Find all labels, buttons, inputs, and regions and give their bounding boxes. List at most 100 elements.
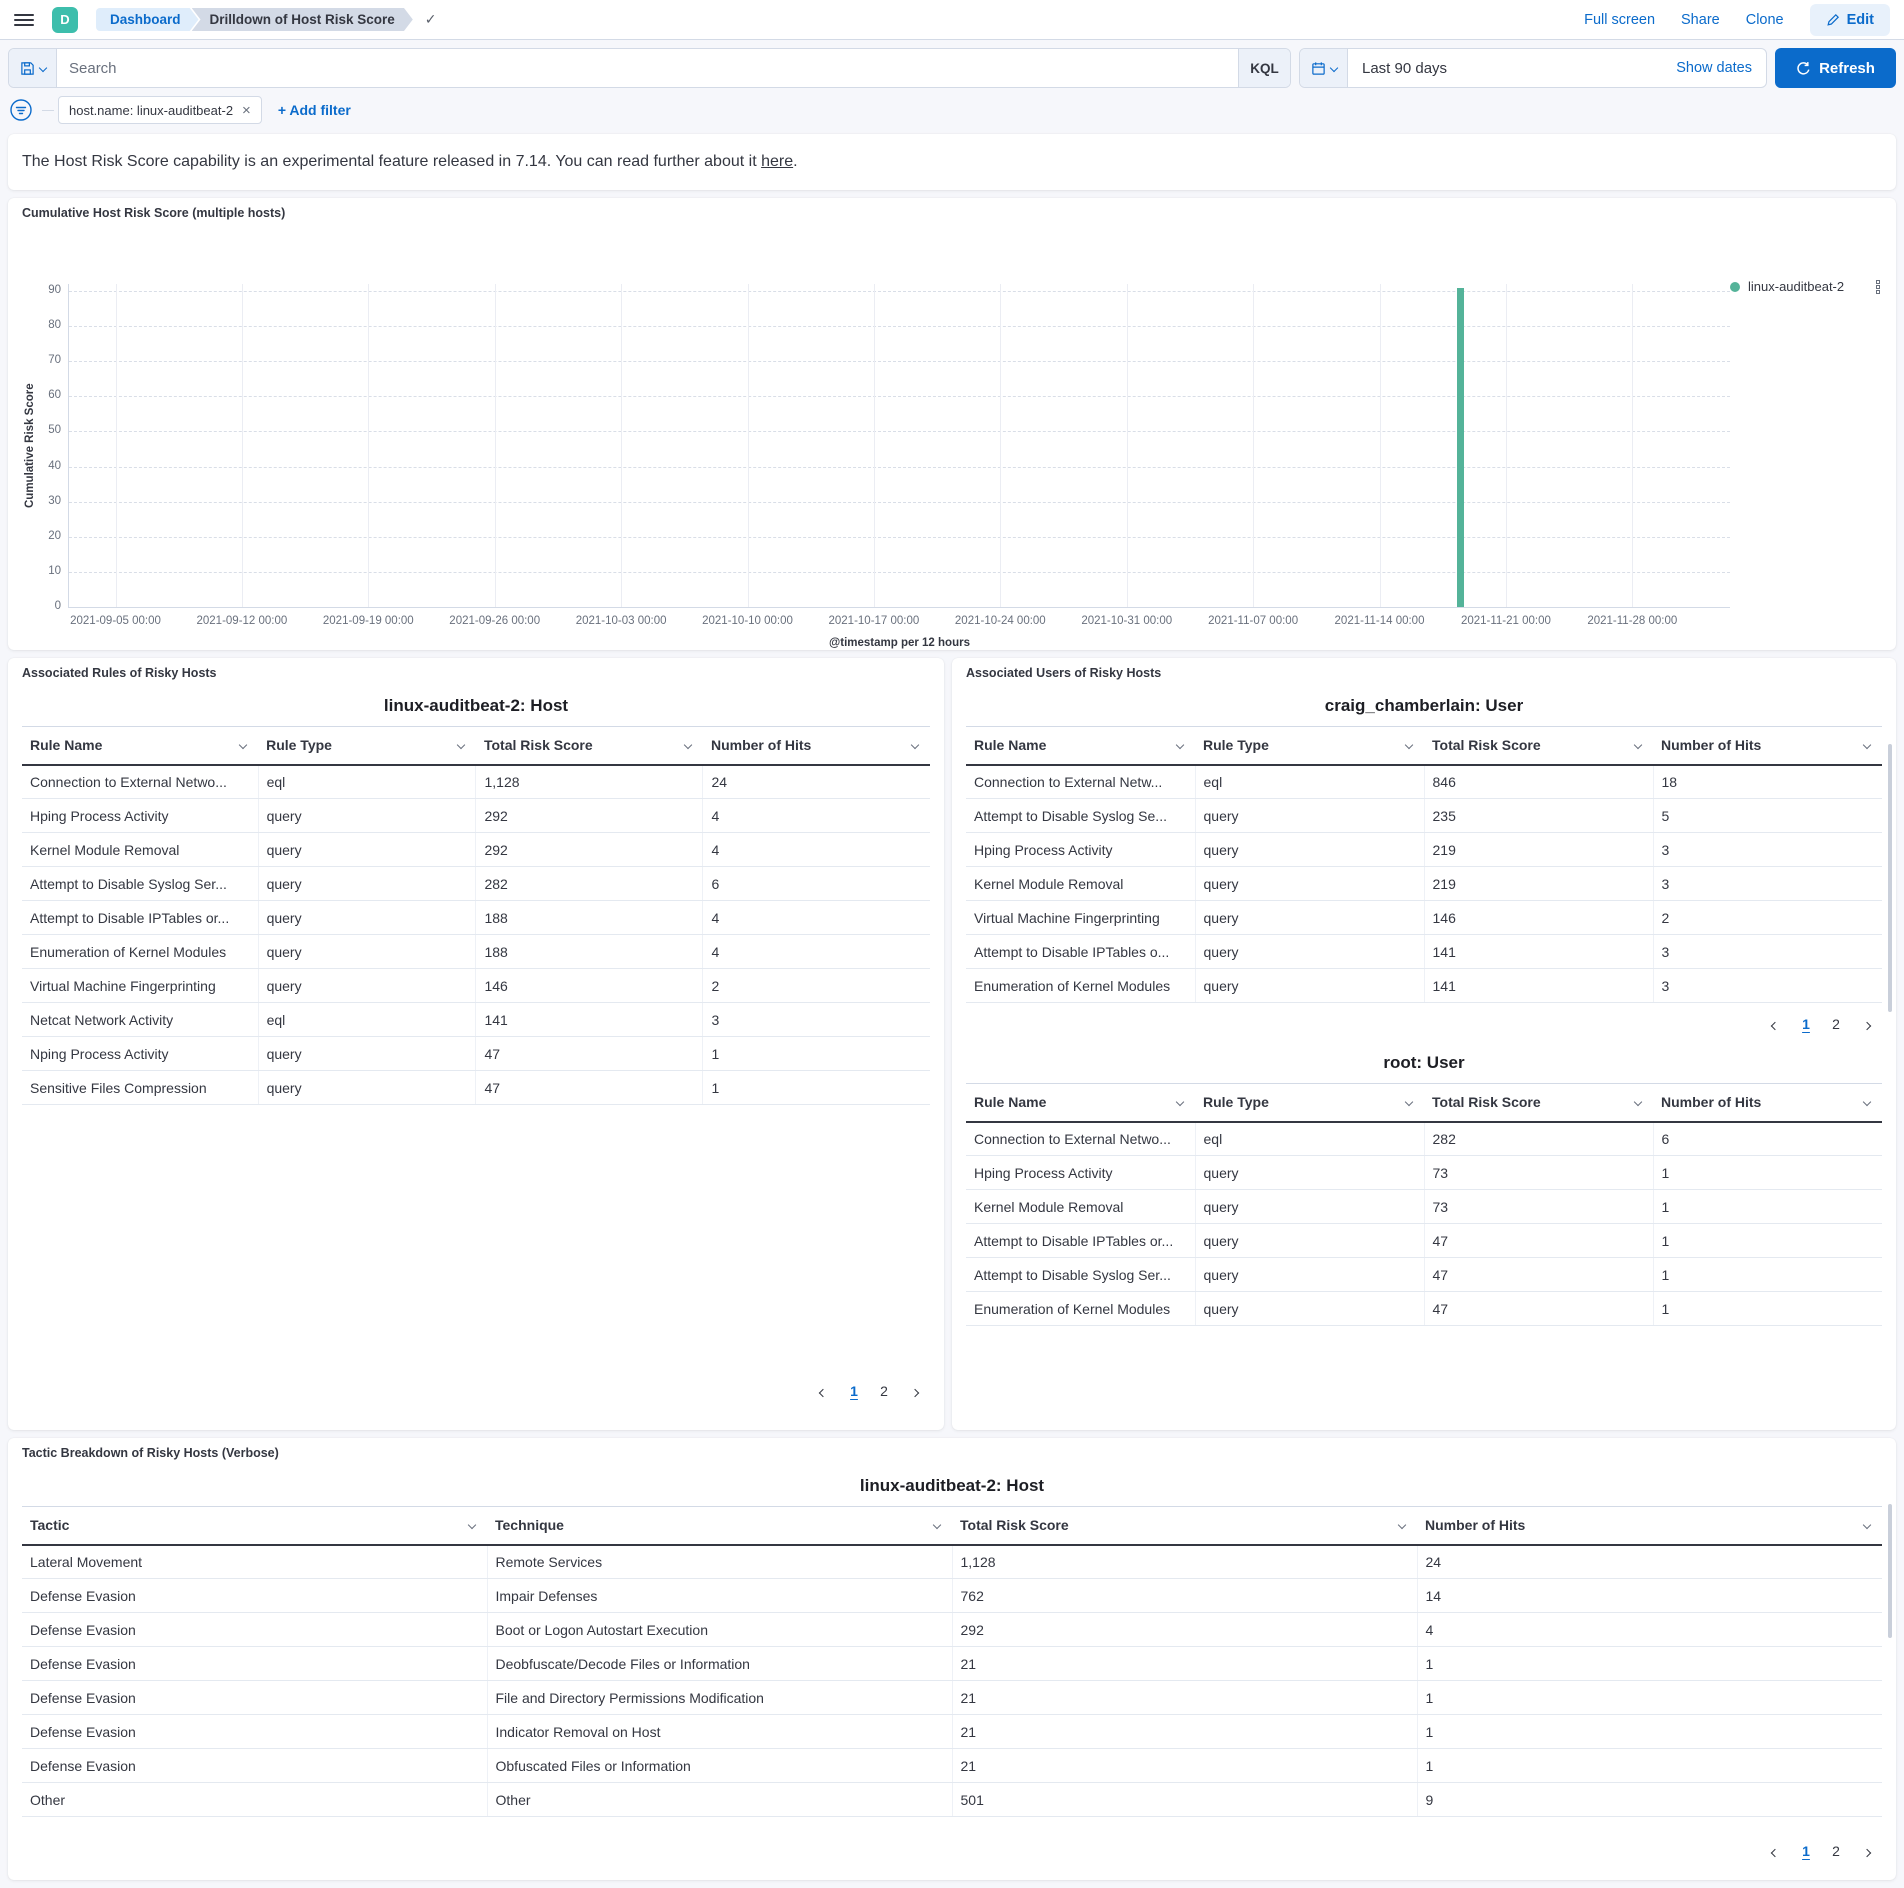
scrollbar[interactable] bbox=[1888, 744, 1892, 1012]
page-button-1[interactable]: 1 bbox=[842, 1378, 866, 1404]
next-page-button[interactable] bbox=[1854, 1011, 1880, 1037]
column-header-total-risk-score[interactable]: Total Risk Score bbox=[952, 1506, 1417, 1546]
table-cell-rule-name: Kernel Module Removal bbox=[966, 866, 1196, 901]
y-axis-tick-label: 80 bbox=[48, 319, 61, 332]
add-filter-button[interactable]: + Add filter bbox=[277, 102, 351, 118]
here-link[interactable]: here bbox=[761, 153, 794, 170]
chevron-down-icon bbox=[1862, 741, 1872, 750]
x-axis-tick-label: 2021-10-24 00:00 bbox=[954, 615, 1046, 627]
full-screen-link[interactable]: Full screen bbox=[1584, 11, 1656, 28]
saved-query-menu-button[interactable] bbox=[9, 49, 57, 87]
next-page-button[interactable] bbox=[1854, 1838, 1880, 1864]
column-header-label: Number of Hits bbox=[1661, 737, 1762, 754]
column-header-rule-type[interactable]: Rule Type bbox=[1195, 1083, 1424, 1123]
chevron-down-icon bbox=[910, 741, 920, 750]
table-cell-technique: Other bbox=[487, 1782, 953, 1817]
space-avatar[interactable]: D bbox=[52, 6, 78, 33]
vertical-gridline bbox=[873, 284, 875, 607]
search-input[interactable] bbox=[57, 49, 1238, 87]
filter-connector bbox=[42, 109, 54, 111]
column-header-technique[interactable]: Technique bbox=[487, 1506, 952, 1546]
date-picker-menu-button[interactable] bbox=[1300, 49, 1348, 87]
horizontal-gridline bbox=[69, 361, 1730, 363]
refresh-button[interactable]: Refresh bbox=[1775, 48, 1896, 88]
chevron-down-icon bbox=[1175, 741, 1185, 750]
table-cell-number-of-hits: 1 bbox=[1417, 1714, 1882, 1749]
column-header-label: Number of Hits bbox=[1661, 1094, 1762, 1111]
column-header-number-of-hits[interactable]: Number of Hits bbox=[1417, 1506, 1882, 1546]
vertical-gridline bbox=[241, 284, 243, 607]
filter-icon[interactable] bbox=[8, 97, 34, 123]
legend-actions-icon[interactable] bbox=[1874, 278, 1882, 296]
x-axis-tick-label: 2021-11-21 00:00 bbox=[1460, 615, 1551, 627]
table-cell-tactic: Defense Evasion bbox=[22, 1646, 488, 1681]
page-button-2[interactable]: 2 bbox=[1824, 1838, 1848, 1864]
page-button-2[interactable]: 2 bbox=[872, 1378, 896, 1404]
edit-button[interactable]: Edit bbox=[1809, 3, 1890, 36]
previous-page-button[interactable] bbox=[1762, 1838, 1788, 1864]
scrollbar[interactable] bbox=[1888, 1504, 1892, 1638]
table-cell-tactic: Lateral Movement bbox=[22, 1544, 488, 1579]
column-header-rule-type[interactable]: Rule Type bbox=[258, 726, 476, 766]
data-table: Rule Name Rule Type Total Risk Score Number… bbox=[966, 1083, 1882, 1326]
column-header-number-of-hits[interactable]: Number of Hits bbox=[702, 726, 930, 766]
kql-toggle[interactable]: KQL bbox=[1238, 49, 1290, 87]
table-cell-rule-type: query bbox=[1195, 866, 1425, 901]
chart-bar-linux-auditbeat-2[interactable] bbox=[1457, 287, 1465, 607]
vertical-gridline bbox=[115, 284, 117, 607]
table-cell-rule-name: Attempt to Disable Syslog Ser... bbox=[966, 1257, 1196, 1292]
remove-filter-icon[interactable]: × bbox=[242, 101, 251, 119]
clone-link[interactable]: Clone bbox=[1745, 11, 1784, 28]
table-cell-number-of-hits: 3 bbox=[1653, 934, 1882, 969]
column-header-label: Rule Type bbox=[1203, 1094, 1269, 1111]
table-title: root: User bbox=[1383, 1053, 1465, 1072]
chevron-down-icon bbox=[1862, 1521, 1872, 1530]
page-button-1[interactable]: 1 bbox=[1794, 1838, 1818, 1864]
column-header-total-risk-score[interactable]: Total Risk Score bbox=[1424, 726, 1653, 766]
chevron-down-icon bbox=[1404, 1098, 1414, 1107]
column-header-label: Total Risk Score bbox=[1432, 737, 1541, 754]
show-dates-link[interactable]: Show dates bbox=[1676, 60, 1752, 76]
y-axis-tick-label: 60 bbox=[48, 389, 61, 402]
table-cell-rule-type: query bbox=[258, 798, 477, 833]
column-header-total-risk-score[interactable]: Total Risk Score bbox=[1424, 1083, 1653, 1123]
chevron-down-icon bbox=[467, 1521, 477, 1530]
breadcrumb: Dashboard Drilldown of Host Risk Score ✓ bbox=[96, 8, 437, 32]
page-button-1[interactable]: 1 bbox=[1794, 1011, 1818, 1037]
column-header-total-risk-score[interactable]: Total Risk Score bbox=[475, 726, 703, 766]
legend-label[interactable]: linux-auditbeat-2 bbox=[1748, 279, 1845, 295]
table-header-row: Rule Name Rule Type Total Risk Score Number… bbox=[966, 726, 1882, 766]
breadcrumb-dashboard[interactable]: Dashboard bbox=[96, 8, 199, 32]
table-row: Enumeration of Kernel Modules query 141 3 bbox=[966, 968, 1882, 1003]
next-page-button[interactable] bbox=[902, 1378, 928, 1404]
pencil-icon bbox=[1826, 13, 1840, 27]
table-cell-rule-type: query bbox=[1195, 934, 1425, 969]
chevron-down-icon bbox=[1633, 741, 1643, 750]
column-header-number-of-hits[interactable]: Number of Hits bbox=[1653, 726, 1882, 766]
filter-pill[interactable]: host.name: linux-auditbeat-2 × bbox=[58, 96, 262, 124]
y-axis-tick-label: 90 bbox=[48, 284, 61, 297]
column-header-label: Rule Type bbox=[266, 737, 332, 754]
table-row: Hping Process Activity query 73 1 bbox=[966, 1155, 1882, 1190]
previous-page-button[interactable] bbox=[1762, 1011, 1788, 1037]
share-link[interactable]: Share bbox=[1681, 11, 1720, 28]
menu-icon[interactable] bbox=[14, 13, 34, 26]
previous-page-button[interactable] bbox=[810, 1378, 836, 1404]
column-header-rule-name[interactable]: Rule Name bbox=[966, 726, 1195, 766]
table-cell-technique: Indicator Removal on Host bbox=[487, 1714, 953, 1749]
chart-panel-title: Cumulative Host Risk Score (multiple hos… bbox=[22, 206, 286, 220]
page-button-2[interactable]: 2 bbox=[1824, 1011, 1848, 1037]
table-cell-rule-name: Hping Process Activity bbox=[966, 1155, 1196, 1190]
table-title: craig_chamberlain: User bbox=[1324, 696, 1524, 715]
column-header-rule-type[interactable]: Rule Type bbox=[1195, 726, 1424, 766]
column-header-rule-name[interactable]: Rule Name bbox=[966, 1083, 1195, 1123]
time-range-value[interactable]: Last 90 days bbox=[1362, 59, 1448, 77]
column-header-rule-name[interactable]: Rule Name bbox=[22, 726, 259, 766]
table-row: Nping Process Activity query 47 1 bbox=[22, 1036, 930, 1071]
vertical-gridline bbox=[1505, 284, 1507, 607]
table-cell-technique: Remote Services bbox=[487, 1544, 953, 1579]
chevron-right-icon bbox=[910, 1388, 920, 1397]
column-header-number-of-hits[interactable]: Number of Hits bbox=[1653, 1083, 1882, 1123]
column-header-tactic[interactable]: Tactic bbox=[22, 1506, 487, 1546]
